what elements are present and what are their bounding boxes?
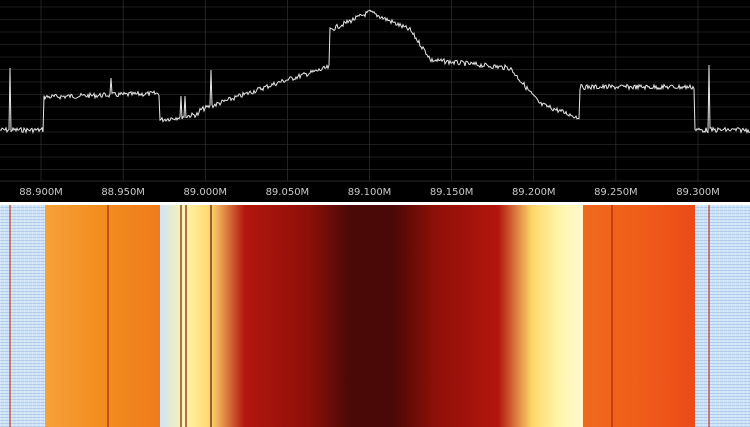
waterfall-carrier-lines xyxy=(9,205,710,427)
frequency-label: 88.900M xyxy=(19,187,63,198)
waterfall-noise-left xyxy=(0,205,45,427)
frequency-label: 88.950M xyxy=(101,187,145,198)
spectrum-trace xyxy=(0,9,750,135)
frequency-label: 89.050M xyxy=(266,187,310,198)
horizontal-grid xyxy=(0,6,750,170)
frequency-label: 89.000M xyxy=(183,187,227,198)
frequency-label: 89.250M xyxy=(594,187,638,198)
vertical-grid xyxy=(40,0,699,181)
waterfall-signal-left xyxy=(45,205,160,427)
waterfall-panel[interactable] xyxy=(0,205,750,427)
frequency-axis-labels: 88.900M 88.950M 89.000M 89.050M 89.100M 89.15… xyxy=(19,187,720,198)
spectrum-panel[interactable]: 88.900M 88.950M 89.000M 89.050M 89.100M 89.15… xyxy=(0,0,750,202)
waterfall-noise-right xyxy=(695,205,750,427)
frequency-label: 89.150M xyxy=(430,187,474,198)
frequency-label: 89.200M xyxy=(512,187,556,198)
waterfall-main-signal xyxy=(160,205,583,427)
spectrum-plot[interactable]: 88.900M 88.950M 89.000M 89.050M 89.100M 89.15… xyxy=(0,0,750,202)
waterfall-signal-right xyxy=(583,205,695,427)
frequency-label: 89.300M xyxy=(676,187,720,198)
frequency-label: 89.100M xyxy=(348,187,392,198)
waterfall-divider[interactable] xyxy=(0,202,750,205)
